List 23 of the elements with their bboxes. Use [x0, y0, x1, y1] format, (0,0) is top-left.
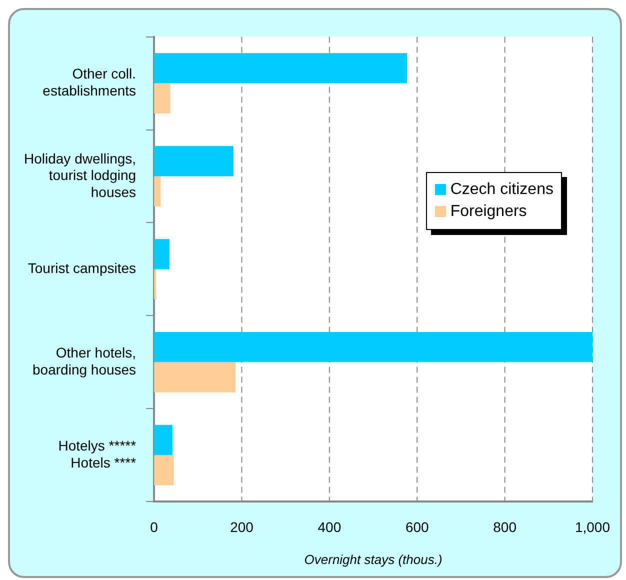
bar: [154, 146, 234, 176]
x-tick-label: 1,000: [574, 518, 610, 535]
y-tick-label: Hotelys ***** Hotels ****: [58, 438, 137, 470]
y-tick-label: Holiday dwellings, tourist lodging houses: [24, 150, 136, 200]
x-tick-label: 800: [493, 518, 517, 535]
x-tick-label: 400: [318, 518, 342, 535]
y-tick-label: Tourist campsites: [28, 260, 136, 276]
y-tick-label: Other coll. establishments: [42, 66, 136, 99]
bar: [154, 455, 174, 486]
bar: [154, 176, 161, 206]
x-tick-label: 600: [405, 518, 430, 535]
legend-label: Czech citizens: [450, 180, 554, 199]
bar: [154, 53, 408, 84]
bar: [154, 362, 236, 392]
legend-label: Foreigners: [450, 202, 527, 221]
y-tick-label: Other hotels, boarding houses: [32, 344, 136, 378]
bar: [154, 332, 592, 362]
bar: [154, 424, 172, 456]
bar: [154, 238, 170, 270]
x-tick-label: 0: [150, 518, 158, 535]
bar: [154, 83, 170, 114]
x-tick-label: 200: [230, 518, 254, 535]
x-axis-title: Overnight stays (thous.): [304, 552, 442, 567]
